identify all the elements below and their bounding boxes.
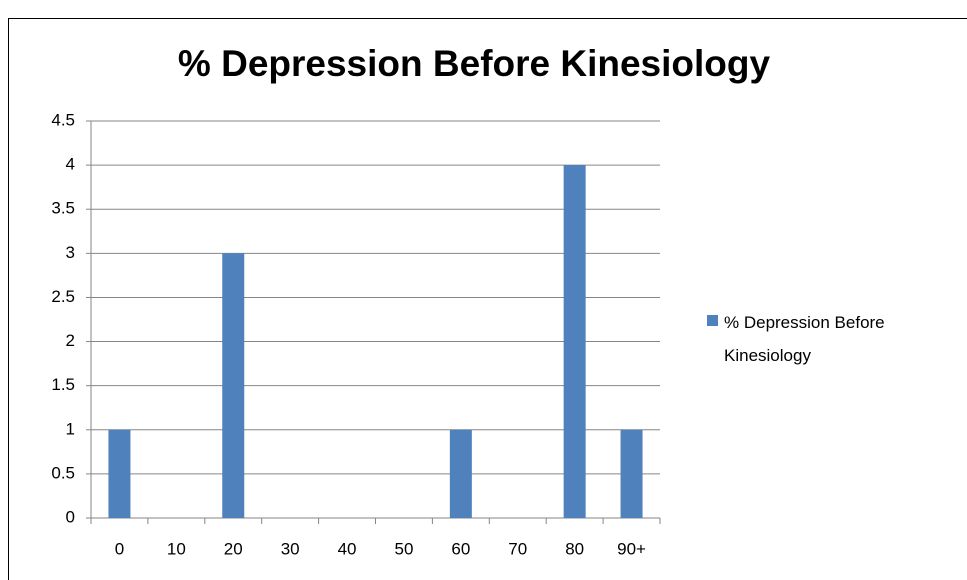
bar bbox=[620, 429, 643, 518]
legend-label: % Depression Before Kinesiology bbox=[724, 313, 885, 365]
bar bbox=[563, 165, 586, 518]
legend-swatch bbox=[707, 315, 718, 326]
chart-title: % Depression Before Kinesiology bbox=[178, 43, 771, 84]
y-tick-label: 3 bbox=[66, 243, 75, 262]
y-tick-label: 2 bbox=[66, 331, 75, 350]
x-tick-label: 90+ bbox=[617, 539, 646, 558]
y-tick-label: 3.5 bbox=[51, 199, 75, 218]
x-tick-label: 80 bbox=[565, 539, 584, 558]
y-tick-label: 1.5 bbox=[51, 375, 75, 394]
y-tick-label: 2.5 bbox=[51, 287, 75, 306]
bar bbox=[449, 429, 472, 518]
x-tick-label: 50 bbox=[394, 539, 413, 558]
y-tick-label: 0 bbox=[66, 507, 75, 526]
y-tick-label: 1 bbox=[66, 419, 75, 438]
x-tick-label: 0 bbox=[115, 539, 124, 558]
y-tick-label: 4 bbox=[66, 155, 75, 174]
x-tick-label: 40 bbox=[338, 539, 357, 558]
x-tick-label: 30 bbox=[281, 539, 300, 558]
x-tick-label: 20 bbox=[224, 539, 243, 558]
x-tick-label: 60 bbox=[451, 539, 470, 558]
bar bbox=[108, 429, 131, 518]
y-tick-label: 0.5 bbox=[51, 463, 75, 482]
chart-border bbox=[8, 18, 967, 580]
y-tick-label: 4.5 bbox=[51, 110, 75, 129]
x-tick-label: 70 bbox=[508, 539, 527, 558]
bar bbox=[222, 253, 245, 519]
x-tick-label: 10 bbox=[167, 539, 186, 558]
